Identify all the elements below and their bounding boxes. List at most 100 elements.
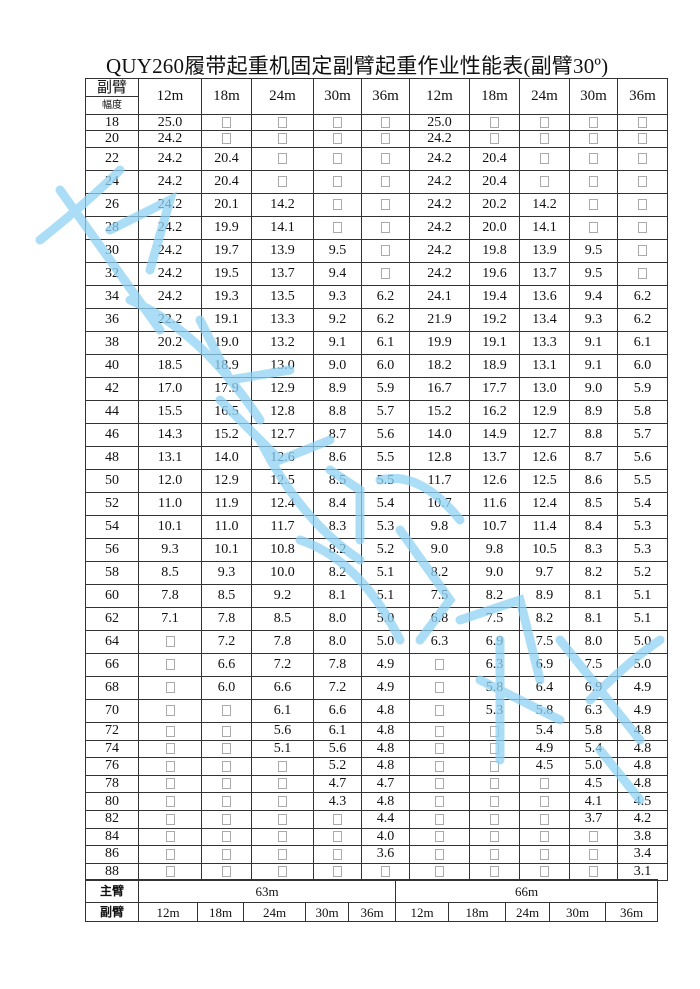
load-value-cell: 5.4 [519,722,570,741]
load-value-cell: 4.9 [361,653,410,677]
empty-cell [313,809,362,829]
empty-cell [409,722,470,741]
load-value-cell: 10.7 [469,515,520,539]
load-value-cell: 7.2 [251,653,314,677]
radius-cell: 70 [85,699,139,723]
load-value-cell: 24.2 [409,262,470,286]
load-value-cell: 8.3 [313,515,362,539]
radius-cell: 54 [85,515,139,539]
table-row: 46 14.3 15.2 12.7 8.7 5.6 14.0 14.9 12.7 8.8 5.7 [85,423,668,447]
empty-box-icon [490,848,499,860]
load-value-cell: 5.4 [569,739,618,759]
empty-box-icon [165,682,175,694]
table-row: 78 4.7 4.7 4.5 4.8 [85,774,668,794]
radius-cell: 84 [85,827,139,847]
load-value-cell: 9.5 [569,239,618,263]
load-value-cell: 5.1 [361,584,410,608]
load-value-cell: 6.0 [201,676,252,700]
load-value-cell: 9.1 [569,331,618,355]
empty-cell [313,170,362,194]
load-value-cell: 9.3 [201,561,252,585]
load-value-cell: 8.8 [569,423,618,447]
column-header-jib-36m: 36m [361,78,410,115]
empty-box-icon [638,199,647,211]
radius-cell: 28 [85,216,139,240]
load-value-cell: 7.5 [409,584,470,608]
empty-box-icon [381,116,390,128]
load-value-cell: 19.3 [201,285,252,309]
load-value-cell: 3.8 [617,827,668,847]
empty-box-icon [435,866,444,878]
empty-box-icon [278,831,287,843]
empty-cell [469,774,520,794]
load-value-cell: 19.7 [201,239,252,263]
radius-cell: 60 [85,584,139,608]
table-row: 64 7.2 7.8 8.0 5.0 6.3 6.9 7.5 8.0 5.0 [85,630,668,654]
table-row: 72 5.6 6.1 4.8 5.4 5.8 4.8 [85,722,668,741]
table-row: 48 13.1 14.0 12.6 8.6 5.5 12.8 13.7 12.6 8.7 5.6 [85,446,668,470]
load-value-cell: 5.2 [361,538,410,562]
load-value-cell: 6.3 [569,699,618,723]
load-value-cell: 6.2 [617,308,668,332]
load-value-cell: 4.8 [361,739,410,759]
load-value-cell: 4.8 [361,757,410,776]
load-value-cell: 24.2 [138,262,202,286]
load-value-cell: 8.4 [313,492,362,516]
load-value-cell: 14.2 [519,193,570,217]
empty-box-icon [435,743,444,755]
load-value-cell: 19.9 [201,216,252,240]
empty-cell [409,845,470,864]
empty-box-icon [381,245,390,257]
load-value-cell: 4.8 [617,757,668,776]
empty-box-icon [435,813,444,825]
radius-cell: 74 [85,739,139,759]
empty-box-icon [638,116,647,128]
load-value-cell: 5.1 [617,607,668,631]
load-value-cell: 6.9 [469,630,520,654]
footer-jib-18m: 18m [448,902,507,922]
empty-box-icon [589,848,598,860]
table-row: 80 4.3 4.8 4.1 4.5 [85,792,668,811]
load-value-cell: 22.2 [138,308,202,332]
load-value-cell: 8.4 [569,515,618,539]
empty-box-icon [589,199,598,211]
load-value-cell: 19.4 [469,285,520,309]
load-value-cell: 24.2 [409,130,470,148]
load-value-cell: 19.9 [409,331,470,355]
footer-jib-36m: 36m [605,902,659,922]
column-header-jib-24m: 24m [519,78,570,115]
empty-box-icon [222,116,231,128]
radius-cell: 66 [85,653,139,677]
load-value-cell: 4.7 [361,774,410,794]
table-row: 82 4.4 3.7 4.2 [85,809,668,829]
empty-cell [469,827,520,847]
load-value-cell: 5.7 [617,423,668,447]
load-value-cell: 4.8 [361,722,410,741]
load-value-cell: 9.7 [519,561,570,585]
empty-cell [617,216,668,240]
empty-box-icon [333,153,342,165]
load-value-cell: 9.0 [469,561,520,585]
empty-box-icon [222,133,231,145]
empty-box-icon [490,795,499,807]
empty-cell [313,147,362,171]
empty-cell [138,792,202,811]
empty-box-icon [589,176,598,188]
empty-cell [469,114,520,131]
load-value-cell: 5.3 [469,699,520,723]
empty-box-icon [333,176,342,188]
load-value-cell: 8.2 [409,561,470,585]
load-value-cell: 5.1 [251,739,314,759]
column-header-jib-30m: 30m [569,78,618,115]
load-value-cell: 18.9 [469,354,520,378]
load-value-cell: 3.6 [361,845,410,864]
load-value-cell: 25.0 [409,114,470,131]
empty-cell [361,216,410,240]
load-value-cell: 13.6 [519,285,570,309]
load-value-cell: 9.0 [409,538,470,562]
load-value-cell: 7.8 [138,584,202,608]
load-value-cell: 19.8 [469,239,520,263]
table-row: 88 3.1 [85,862,668,882]
load-value-cell: 8.0 [569,630,618,654]
load-value-cell: 4.8 [617,739,668,759]
